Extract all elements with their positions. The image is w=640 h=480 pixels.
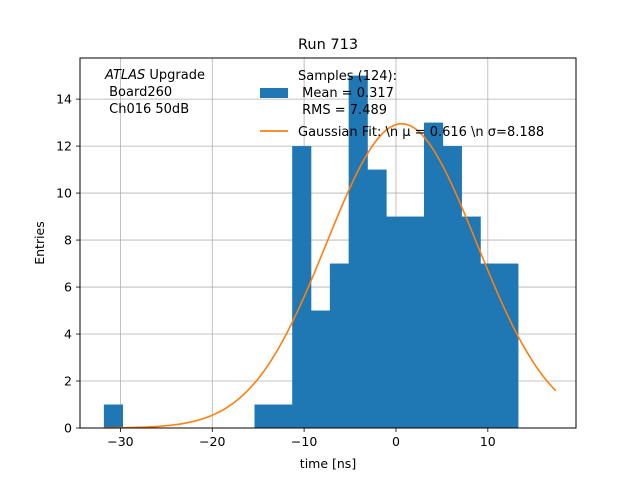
histogram-bar [348,75,368,428]
annotation-upgrade: Upgrade [145,68,205,83]
histogram-bar [292,146,312,428]
annotation-atlas: ATLAS [104,68,145,83]
histogram-bar [423,122,444,428]
chart-title: Run 713 [298,37,358,53]
legend-fit-label: Gaussian Fit: \n μ = 0.616 \n σ=8.188 [298,125,544,140]
legend-samples-swatch [260,88,288,98]
annotation-line-2: Board260 [105,85,172,100]
histogram-bar [329,263,349,428]
x-tick-label: 0 [392,434,400,449]
histogram-bar [480,263,500,428]
axes-frame [79,57,577,429]
legend-samples-mean: Mean = 0.317 [298,86,394,101]
histogram-bar [254,404,274,428]
atlas-annotation: ATLAS Upgrade Board260 Ch016 50dB [104,68,205,117]
y-tick-label: 8 [64,233,72,248]
histogram-bar [273,404,293,428]
legend: Samples (124): Mean = 0.317 RMS = 7.489 … [260,69,544,140]
x-tick-label: −10 [291,434,317,449]
histogram-bar [103,404,124,428]
legend-samples-rms: RMS = 7.489 [298,103,387,118]
histogram-bar [405,216,425,428]
histogram-bar [442,146,462,428]
y-tick-label: 10 [56,186,72,201]
histogram-bar [386,216,406,428]
y-axis-label: Entries [32,221,47,265]
y-axis-ticks: 0 2 4 6 8 10 12 14 [56,92,80,436]
histogram-bar [461,216,481,428]
histogram-bar [367,169,387,429]
annotation-line-1: ATLAS Upgrade [104,68,205,83]
x-tick-label: 10 [480,434,496,449]
fit-curve-group [103,122,557,429]
x-tick-label: −30 [107,434,133,449]
y-tick-label: 2 [64,374,72,389]
gaussian-fit-curve [103,122,557,429]
y-tick-label: 6 [64,280,72,295]
histogram-bars [103,75,519,429]
annotation-line-3: Ch016 50dB [105,102,189,117]
legend-samples-title: Samples (124): [298,69,397,84]
y-tick-label: 4 [64,327,72,342]
histogram-bar [311,310,331,428]
x-axis-ticks: −30 −20 −10 0 10 [107,428,496,449]
y-tick-label: 0 [64,421,72,436]
y-tick-label: 14 [56,92,72,107]
x-axis-label: time [ns] [300,456,356,471]
histogram-bar [499,263,519,428]
y-tick-label: 12 [56,139,72,154]
x-tick-label: −20 [199,434,225,449]
